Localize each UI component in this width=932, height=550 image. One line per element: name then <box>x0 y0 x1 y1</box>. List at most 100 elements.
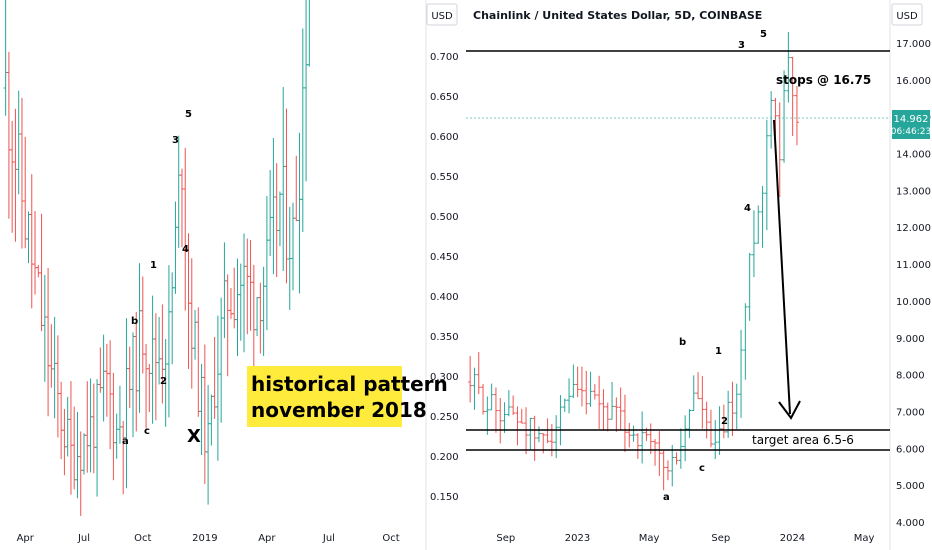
price-bar <box>485 396 490 435</box>
projection-arrow-head <box>778 400 801 420</box>
price-bar <box>82 433 87 475</box>
price-bar <box>108 340 113 450</box>
y-tick-label: 0.200 <box>430 452 459 463</box>
y-tick-label: 10.000 <box>896 297 931 308</box>
price-bar <box>588 371 593 407</box>
last-price-value: 14.962 <box>894 114 929 125</box>
price-bar <box>696 372 701 400</box>
price-bar <box>756 205 761 244</box>
price-bar <box>734 383 739 430</box>
price-bar <box>189 258 194 389</box>
y-tick-label: 4.000 <box>896 518 925 529</box>
right-chart-panel[interactable]: Sep 2023 May Sep 2024 May <box>468 31 875 544</box>
y-tick-label: 0.500 <box>430 212 459 223</box>
price-bar <box>6 51 11 219</box>
mid-price-axis[interactable]: USD 0.150 0.200 0.250 0.300 0.350 0.400 0.450 0… <box>426 3 459 503</box>
price-bar <box>88 378 93 473</box>
left-chart-panel[interactable]: Apr Jul Oct 2019 Apr Jul Oct <box>3 0 400 544</box>
price-bar <box>62 408 67 476</box>
price-bar <box>610 381 615 420</box>
price-bar <box>157 316 162 385</box>
price-bar <box>601 389 606 431</box>
price-bar <box>68 381 73 495</box>
price-bar <box>202 344 207 484</box>
price-bar <box>65 396 70 457</box>
note-line-2: november 2018 <box>251 398 427 422</box>
wave-label-5: 5 <box>185 109 192 120</box>
price-bar <box>98 347 103 393</box>
price-bar <box>245 238 250 335</box>
price-bar <box>124 318 129 489</box>
x-tick-label: Apr <box>258 533 276 544</box>
wave-label-3: 3 <box>738 40 745 51</box>
price-bar <box>790 56 795 137</box>
price-bar <box>665 460 670 481</box>
price-bar <box>567 378 572 414</box>
right-price-axis[interactable]: USD 4.000 5.000 6.000 7.000 8.000 9.000 10.000… <box>891 3 931 529</box>
price-bar <box>222 242 227 339</box>
last-price-tag <box>892 110 930 139</box>
price-bar <box>235 258 240 356</box>
price-bar <box>42 274 47 382</box>
price-bar <box>153 313 158 421</box>
bar-countdown: 06:46:23 <box>891 127 931 137</box>
price-bar <box>150 295 155 424</box>
chart-title: Chainlink / United States Dollar, 5D, CO… <box>473 9 762 22</box>
price-bar <box>687 409 692 438</box>
price-bar <box>111 372 116 481</box>
currency-label: USD <box>896 11 918 22</box>
price-bar <box>743 303 748 380</box>
price-bar <box>170 272 175 365</box>
price-bar <box>751 210 756 278</box>
price-bar <box>26 211 31 264</box>
x-tick-label: Sep <box>496 533 515 544</box>
y-tick-label: 8.000 <box>896 371 925 382</box>
price-bar <box>635 433 640 459</box>
note-line-1: historical pattern <box>251 372 448 396</box>
price-bar <box>284 108 289 284</box>
y-tick-label: 0.250 <box>430 412 459 423</box>
wave-label-2: 2 <box>160 376 167 387</box>
price-bar <box>579 366 584 407</box>
y-tick-label: 0.650 <box>430 92 459 103</box>
price-bar <box>114 413 119 459</box>
price-bar <box>657 431 662 477</box>
wave-label-4: 4 <box>182 244 189 255</box>
price-bar <box>614 397 619 432</box>
price-bar <box>700 376 705 429</box>
price-bar <box>782 70 787 163</box>
price-bar <box>140 276 145 374</box>
y-tick-label: 0.700 <box>430 52 459 63</box>
y-tick-label: 11.000 <box>896 260 931 271</box>
price-bar <box>653 439 658 466</box>
x-tick-label: Sep <box>711 533 730 544</box>
price-bar <box>493 387 498 433</box>
price-bar <box>160 304 165 404</box>
price-bar <box>55 335 60 438</box>
price-bar <box>179 168 184 248</box>
price-bar <box>49 324 54 388</box>
price-bar <box>274 163 279 278</box>
price-bar <box>134 311 139 432</box>
price-bar <box>183 147 188 311</box>
price-bar <box>52 316 57 419</box>
note-highlight <box>247 366 402 427</box>
x-tick-label: May <box>639 533 660 544</box>
price-bar <box>238 263 243 341</box>
y-tick-label: 7.000 <box>896 407 925 418</box>
price-bar <box>209 394 214 446</box>
y-tick-label: 0.600 <box>430 132 459 143</box>
y-tick-label: 0.350 <box>430 332 459 343</box>
price-bar <box>549 424 554 457</box>
currency-button[interactable] <box>891 3 923 26</box>
currency-button[interactable] <box>426 3 458 26</box>
y-tick-label: 6.000 <box>896 444 925 455</box>
price-bar <box>16 90 21 195</box>
price-bar <box>10 120 15 233</box>
price-bar <box>571 364 576 399</box>
wave-label-b: b <box>679 337 686 348</box>
price-bar <box>683 415 688 462</box>
price-bar <box>291 202 296 291</box>
wave-label-a: a <box>663 492 670 503</box>
